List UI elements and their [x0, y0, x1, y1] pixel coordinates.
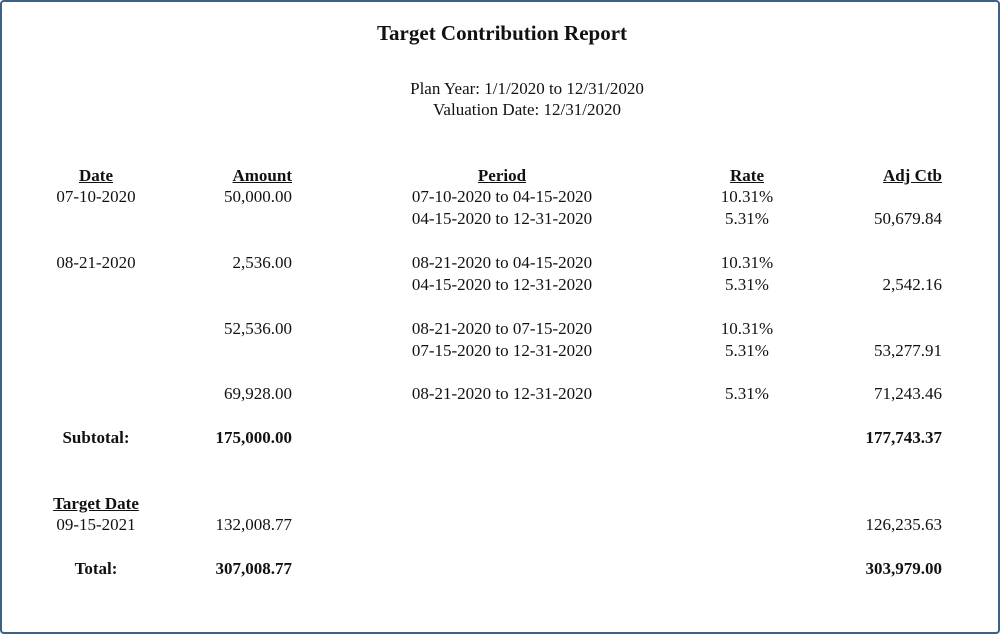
header-amount: Amount: [232, 166, 292, 185]
report-title: Target Contribution Report: [376, 21, 628, 45]
header-rate: Rate: [730, 166, 764, 185]
row-period: 08-21-2020 to 07-15-2020: [411, 319, 593, 338]
row-rate: 10.31%: [720, 319, 774, 338]
subtotal-adj-ctb: 177,743.37: [865, 428, 943, 447]
row-adj-ctb: 53,277.91: [874, 341, 942, 360]
total-amount: 307,008.77: [215, 559, 293, 578]
target-amount: 132,008.77: [215, 515, 293, 534]
row-period: 08-21-2020 to 04-15-2020: [411, 253, 593, 272]
row-period: 07-15-2020 to 12-31-2020: [411, 341, 593, 360]
target-adj-ctb: 126,235.63: [865, 515, 943, 534]
target-date-header: Target Date: [53, 494, 139, 513]
row-adj-ctb: 2,542.16: [882, 275, 943, 294]
row-adj-ctb: 50,679.84: [874, 209, 942, 228]
header-adj-ctb: Adj Ctb: [882, 166, 942, 185]
row-period: 08-21-2020 to 12-31-2020: [411, 384, 593, 403]
row-amount: 50,000.00: [224, 187, 292, 206]
total-label: Total:: [74, 559, 118, 578]
row-date: 08-21-2020: [56, 253, 136, 272]
row-rate: 5.31%: [725, 341, 769, 360]
row-date: 07-10-2020: [56, 187, 136, 206]
row-amount: 52,536.00: [224, 319, 292, 338]
header-date: Date: [79, 166, 113, 185]
valuation-date: Valuation Date: 12/31/2020: [433, 100, 621, 119]
row-amount: 69,928.00: [224, 384, 292, 403]
total-adj-ctb: 303,979.00: [865, 559, 943, 578]
row-rate: 5.31%: [725, 384, 769, 403]
row-rate: 10.31%: [720, 187, 774, 206]
row-amount: 2,536.00: [232, 253, 293, 272]
row-period: 07-10-2020 to 04-15-2020: [411, 187, 593, 206]
subtotal-label: Subtotal:: [62, 428, 130, 447]
subtotal-amount: 175,000.00: [215, 428, 293, 447]
target-date: 09-15-2021: [56, 515, 136, 534]
row-period: 04-15-2020 to 12-31-2020: [411, 209, 593, 228]
row-adj-ctb: 71,243.46: [874, 384, 942, 403]
header-period: Period: [477, 166, 527, 185]
row-rate: 10.31%: [720, 253, 774, 272]
row-period: 04-15-2020 to 12-31-2020: [411, 275, 593, 294]
plan-year: Plan Year: 1/1/2020 to 12/31/2020: [410, 79, 644, 98]
row-rate: 5.31%: [725, 275, 769, 294]
row-rate: 5.31%: [725, 209, 769, 228]
